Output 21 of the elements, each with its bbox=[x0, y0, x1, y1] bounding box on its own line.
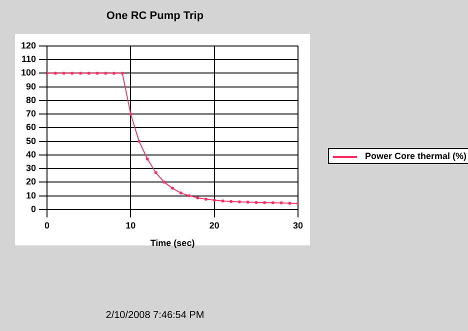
y-tick-label: 60 bbox=[26, 122, 36, 132]
y-tick-label: 0 bbox=[31, 204, 36, 214]
chart-title: One RC Pump Trip bbox=[105, 10, 205, 22]
y-tick-label: 120 bbox=[20, 40, 36, 50]
y-tick-label: 30 bbox=[26, 163, 36, 174]
x-axis-title: Time (sec) bbox=[150, 238, 195, 248]
y-tick-label: 70 bbox=[26, 108, 36, 119]
x-tick-label: 0 bbox=[44, 220, 50, 230]
y-tick-label: 110 bbox=[21, 54, 36, 64]
y-tick-label: 50 bbox=[26, 136, 36, 146]
x-tick-label: 10 bbox=[126, 220, 136, 230]
y-tick-label: 100 bbox=[20, 68, 36, 78]
legend-label: Power Core thermal (%) bbox=[365, 151, 467, 161]
x-tick-label: 20 bbox=[209, 220, 220, 230]
y-tick-label: 40 bbox=[26, 149, 36, 160]
x-tick-label: 30 bbox=[292, 220, 304, 230]
text: 2/10/2008 7:46:54 PM bbox=[104, 310, 206, 321]
y-tick-label: 10 bbox=[26, 190, 36, 200]
y-tick-label: 20 bbox=[26, 176, 36, 187]
y-tick-label: 90 bbox=[26, 81, 36, 92]
y-tick-label: 80 bbox=[26, 94, 36, 105]
